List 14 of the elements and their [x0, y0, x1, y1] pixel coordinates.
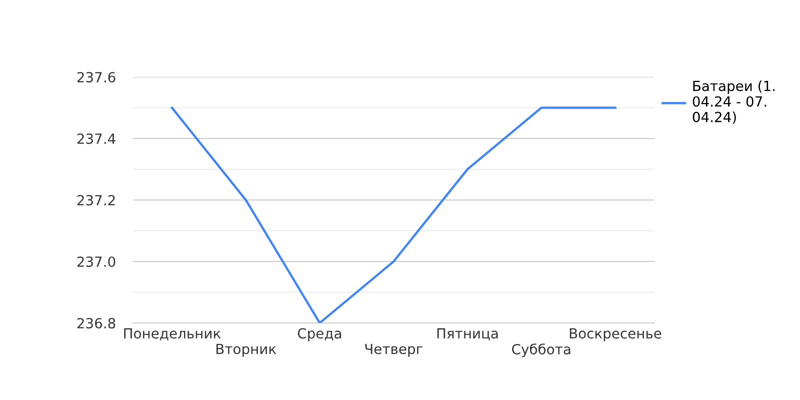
y-tick-label: 236.8	[77, 318, 116, 328]
x-tick-label: Воскресенье	[570, 328, 662, 342]
x-tick-label: Вторник	[216, 344, 276, 357]
y-tick-label: 237.4	[77, 133, 116, 144]
x-tick-label: Понедельник	[124, 328, 221, 340]
y-tick-label: 237.6	[77, 72, 116, 82]
x-tick-label: Четверг	[365, 344, 422, 357]
line-series	[170, 106, 616, 323]
y-tick-label: 237.0	[77, 256, 116, 267]
y-tick-label: 237.2	[77, 194, 115, 206]
x-tick-label: Среда	[298, 328, 342, 342]
legend-label: Батареи (1. 04.24 - 07. 04.24)	[692, 80, 775, 124]
x-tick-label: Суббота	[512, 343, 570, 358]
x-tick-label: Пятница	[437, 328, 498, 340]
